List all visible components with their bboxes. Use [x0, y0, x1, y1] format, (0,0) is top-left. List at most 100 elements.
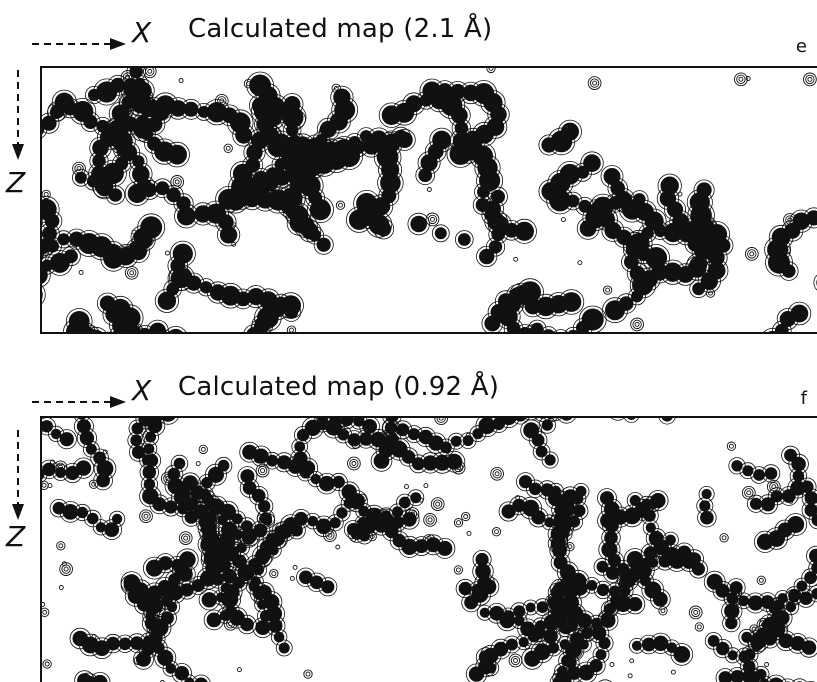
density-blob: [774, 610, 790, 626]
contour-ring: [42, 112, 60, 134]
density-blob: [207, 466, 224, 483]
density-blob: [405, 95, 423, 113]
density-blob: [258, 500, 271, 513]
contour-ring: [510, 612, 528, 629]
density-blob: [44, 213, 60, 229]
contour-ring: [395, 493, 414, 512]
contour-ring: [724, 647, 741, 664]
contour-ring: [586, 198, 609, 221]
contour-ring: [472, 549, 492, 569]
isolated-contour: [508, 653, 523, 668]
density-blob: [398, 496, 411, 509]
isolated-contour: [453, 518, 464, 528]
density-blob: [689, 256, 708, 274]
density-blob: [240, 617, 254, 632]
isolated-contour: [61, 561, 67, 567]
density-blob: [432, 130, 452, 150]
density-blob: [219, 226, 238, 244]
contour-ring: [779, 678, 796, 682]
isolated-contour: [123, 322, 138, 332]
density-blob: [665, 534, 676, 546]
contour-ring: [547, 127, 576, 156]
density-blob: [401, 450, 416, 464]
isolated-contour: [726, 441, 737, 451]
isolated-contour: [159, 679, 165, 682]
contour-ring: [434, 537, 456, 559]
isolated-contour: [480, 149, 486, 155]
contour-ring: [425, 432, 447, 454]
contour-ring: [129, 579, 152, 602]
density-blob: [561, 418, 573, 421]
density-blob: [111, 104, 130, 123]
density-blob: [201, 493, 214, 505]
density-blob: [316, 237, 331, 252]
density-blob: [293, 451, 308, 466]
density-blob: [627, 597, 643, 612]
density-blob: [572, 493, 584, 505]
contour-ring: [65, 308, 93, 332]
isolated-contour: [231, 222, 237, 228]
density-blob: [479, 248, 495, 265]
isolated-contour: [627, 673, 633, 679]
density-blob: [811, 588, 817, 600]
contour-ring: [658, 418, 676, 425]
density-blob: [491, 189, 505, 204]
density-contour-plot: [42, 68, 817, 332]
isolated-contour: [794, 640, 804, 650]
density-blob: [681, 554, 697, 569]
contour-ring: [626, 492, 644, 509]
density-blob: [559, 564, 576, 581]
contour-ring: [137, 213, 166, 242]
density-blob: [154, 106, 170, 121]
density-blob: [267, 189, 289, 211]
isolated-contour: [465, 432, 471, 438]
isolated-contour: [236, 667, 242, 673]
density-blob: [541, 419, 553, 431]
density-blob: [171, 558, 184, 572]
contour-ring: [154, 288, 180, 313]
density-blob: [233, 576, 246, 589]
density-blob: [284, 305, 299, 319]
density-blob: [360, 518, 371, 530]
contour-ring: [205, 495, 228, 518]
contour-ring: [42, 120, 48, 139]
contour-ring: [167, 265, 193, 291]
contour-ring: [509, 282, 535, 308]
density-blob: [672, 213, 689, 230]
isolated-contour: [694, 622, 704, 632]
contour-ring: [515, 472, 535, 492]
density-blob: [183, 101, 199, 117]
contour-ring: [275, 639, 293, 657]
isolated-contour: [124, 265, 139, 280]
density-blob: [564, 504, 576, 516]
isolated-contour: [256, 513, 266, 524]
contour-ring: [528, 507, 549, 528]
density-blob: [550, 536, 566, 551]
contour-ring: [713, 639, 733, 659]
isolated-contour: [422, 534, 437, 548]
density-blob: [289, 112, 303, 126]
contour-ring: [151, 138, 178, 165]
isolated-contour: [513, 256, 519, 262]
isolated-contour: [602, 285, 613, 295]
contour-ring: [629, 637, 645, 654]
density-blob: [666, 642, 678, 653]
isolated-contour: [803, 72, 817, 87]
density-blob: [299, 570, 313, 585]
contour-ring: [96, 292, 119, 315]
contour-ring: [84, 509, 102, 528]
density-blob: [481, 579, 497, 595]
isolated-contour: [78, 269, 84, 275]
density-blob: [788, 589, 801, 602]
contour-ring: [547, 170, 574, 197]
contour-ring: [623, 548, 647, 571]
density-blob: [458, 581, 472, 596]
density-blob: [391, 506, 404, 518]
density-blob: [224, 584, 240, 600]
isolated-contour: [587, 76, 602, 90]
isolated-contour: [719, 533, 729, 543]
density-blob: [600, 613, 616, 628]
isolated-contour: [72, 161, 86, 176]
density-blob: [362, 419, 377, 434]
density-blob: [237, 564, 255, 582]
